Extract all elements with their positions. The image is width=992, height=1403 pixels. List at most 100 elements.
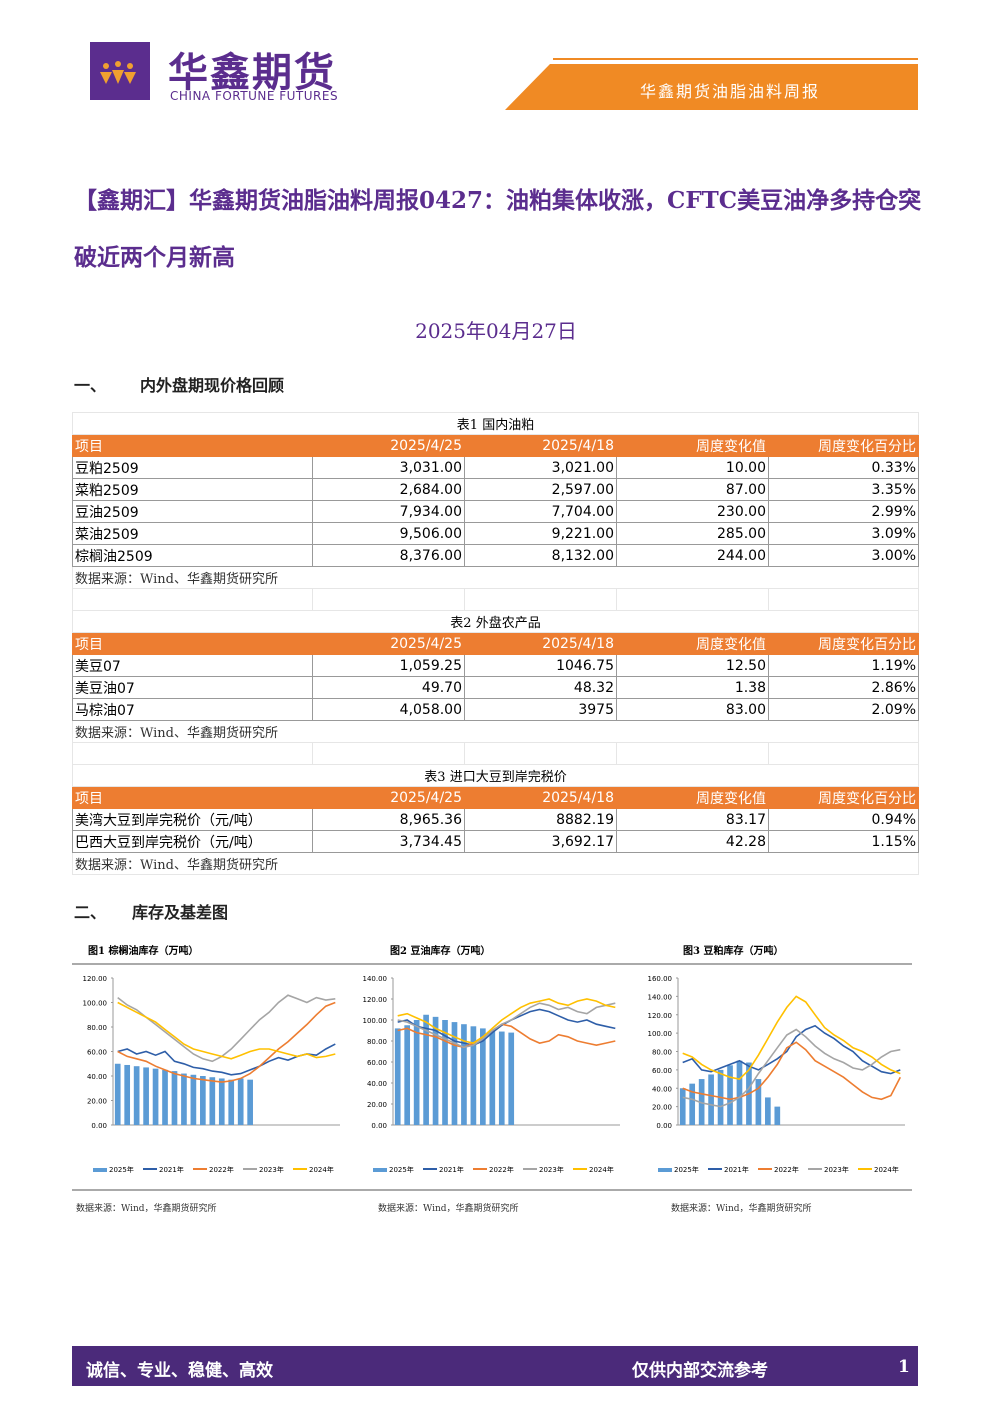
- legend-label: 2025年: [674, 1165, 699, 1174]
- legend-swatch: [243, 1168, 257, 1170]
- table-row: 菜粕2509 2,684.00 2,597.00 87.00 3.35%: [72, 478, 919, 501]
- table-cell: 8882.19: [464, 808, 617, 831]
- table-cell: 0.33%: [768, 456, 919, 479]
- y-tick-label: 20.00: [87, 1098, 107, 1106]
- chart-title: 图3 豆粕库存（万吨）: [683, 944, 783, 957]
- table-cell: 83.00: [616, 698, 769, 721]
- bar: [190, 1074, 197, 1125]
- series-line: [397, 1023, 616, 1049]
- table-cell: 8,965.36: [312, 808, 465, 831]
- footer: 诚信、专业、稳健、高效 仅供内部交流参考 1: [72, 1346, 918, 1386]
- y-tick-label: 80.00: [367, 1038, 387, 1046]
- table-cell: 3.09%: [768, 522, 919, 545]
- logo-name: 华鑫期货: [168, 50, 336, 96]
- series-line: [682, 995, 901, 1080]
- spacer-cell: [616, 742, 769, 765]
- column-header: 2025/4/18: [464, 632, 617, 655]
- legend-label: 2025年: [109, 1165, 134, 1174]
- table-cell: 4,058.00: [312, 698, 465, 721]
- table-cell: 3,734.45: [312, 830, 465, 853]
- table-cell: 42.28: [616, 830, 769, 853]
- y-tick-label: 60.00: [87, 1049, 107, 1057]
- legend-label: 2021年: [159, 1165, 184, 1174]
- chart-source: 数据来源：Wind，华鑫期货研究所: [76, 1202, 217, 1214]
- column-header: 项目: [72, 786, 313, 809]
- spacer-row: [72, 588, 919, 611]
- logo-subtitle: CHINA FORTUNE FUTURES: [170, 89, 339, 103]
- legend-swatch: [193, 1168, 207, 1170]
- table-row: 美豆油07 49.70 48.32 1.38 2.86%: [72, 676, 919, 699]
- table-row: 棕榈油2509 8,376.00 8,132.00 244.00 3.00%: [72, 544, 919, 567]
- spacer-cell: [312, 588, 465, 611]
- legend-swatch: [423, 1168, 437, 1170]
- column-header: 周度变化百分比: [768, 434, 919, 457]
- table-caption: 表1 国内油粕: [72, 412, 919, 435]
- legend-swatch: [658, 1168, 672, 1172]
- spacer-cell: [72, 742, 313, 765]
- tables: 表1 国内油粕 项目 2025/4/25 2025/4/18 周度变化值 周度变化百分比豆…: [72, 412, 919, 875]
- bar: [152, 1068, 159, 1125]
- y-tick-label: 80.00: [652, 1049, 672, 1057]
- bar: [698, 1079, 705, 1125]
- bar: [133, 1066, 140, 1125]
- report-name: 华鑫期货油脂油料周报: [639, 82, 820, 101]
- section-title: 库存及基差图: [132, 903, 229, 922]
- tables-grid: 表1 国内油粕 项目 2025/4/25 2025/4/18 周度变化值 周度变化百分比豆…: [72, 412, 919, 875]
- y-tick-label: 120.00: [83, 975, 108, 983]
- table-cell: 9,506.00: [312, 522, 465, 545]
- series-line: [397, 998, 616, 1044]
- table-cell: 3.35%: [768, 478, 919, 501]
- header-banner: [505, 58, 918, 110]
- bar: [162, 1069, 168, 1125]
- y-tick-label: 60.00: [652, 1067, 672, 1075]
- bar: [508, 1032, 515, 1125]
- chart-source: 数据来源：Wind，华鑫期货研究所: [378, 1202, 519, 1214]
- table-cell: 1.15%: [768, 830, 919, 853]
- spacer-cell: [616, 588, 769, 611]
- legend-swatch: [758, 1168, 772, 1170]
- table-caption-row: 表2 外盘农产品: [72, 610, 919, 633]
- bar: [218, 1078, 225, 1125]
- y-tick-label: 160.00: [648, 975, 673, 983]
- table-cell: 美豆07: [72, 654, 313, 677]
- column-header: 周度变化值: [616, 434, 769, 457]
- series-line: [117, 994, 336, 1063]
- bar: [755, 1079, 762, 1125]
- column-header: 周度变化百分比: [768, 786, 919, 809]
- table-cell: 8,132.00: [464, 544, 617, 567]
- bar: [480, 1028, 486, 1125]
- table-cell: 8,376.00: [312, 544, 465, 567]
- table-cell: 244.00: [616, 544, 769, 567]
- chart-source: 数据来源：Wind，华鑫期货研究所: [671, 1202, 812, 1214]
- legend-label: 2024年: [309, 1165, 334, 1174]
- source-row: 数据来源：Wind、华鑫期货研究所: [72, 720, 919, 743]
- table-cell: 3,692.17: [464, 830, 617, 853]
- series-line: [682, 1041, 902, 1101]
- y-tick-label: 0.00: [656, 1122, 672, 1130]
- y-tick-label: 100.00: [83, 1000, 108, 1008]
- bar: [200, 1076, 206, 1125]
- y-tick-label: 100.00: [648, 1030, 673, 1038]
- table-cell: 12.50: [616, 654, 769, 677]
- spacer-cell: [464, 588, 617, 611]
- legend-swatch: [473, 1168, 487, 1170]
- series-line: [117, 1001, 336, 1060]
- bar: [209, 1077, 216, 1125]
- table-cell: 菜粕2509: [72, 478, 313, 501]
- section-number: 二、: [74, 903, 107, 922]
- table-cell: 巴西大豆到岸完税价（元/吨）: [72, 830, 313, 853]
- series-line: [117, 1043, 336, 1076]
- logo: [90, 42, 150, 100]
- legend-swatch: [93, 1168, 107, 1172]
- legend-swatch: [858, 1168, 872, 1170]
- table-row: 美湾大豆到岸完税价（元/吨） 8,965.36 8882.19 83.17 0.94%: [72, 808, 919, 831]
- column-header: 周度变化值: [616, 632, 769, 655]
- table-cell: 49.70: [312, 676, 465, 699]
- chart-title: 图2 豆油库存（万吨）: [390, 944, 490, 957]
- column-header: 2025/4/25: [312, 786, 465, 809]
- charts: 图1 棕榈油库存（万吨） 0.00 20.00 40.00 60.00 80.00 100.…: [72, 944, 912, 1214]
- legend-swatch: [573, 1168, 587, 1170]
- legend-swatch: [708, 1168, 722, 1170]
- table-cell: 48.32: [464, 676, 617, 699]
- bar: [228, 1079, 235, 1125]
